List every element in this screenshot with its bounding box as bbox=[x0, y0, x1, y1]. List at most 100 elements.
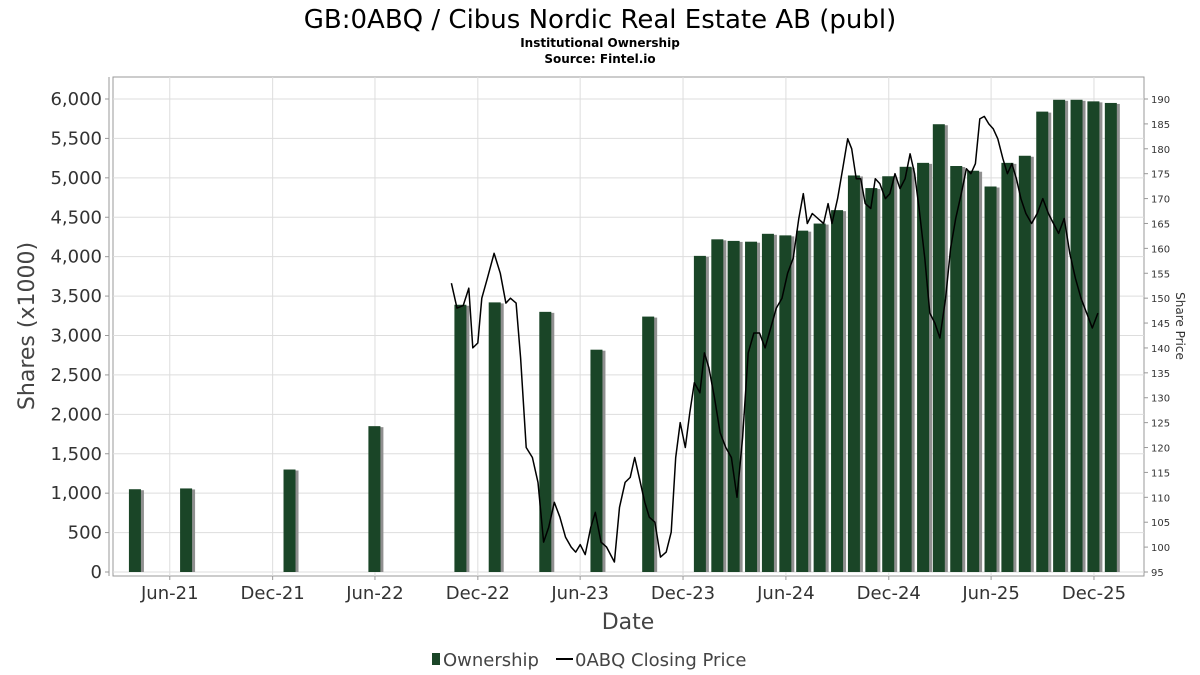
x-tick-label: Dec-24 bbox=[857, 583, 921, 604]
bar bbox=[1001, 162, 1017, 573]
y2-axis-label: Share Price bbox=[1173, 292, 1187, 360]
bar-fill bbox=[761, 233, 774, 572]
y2-tick-label: 140 bbox=[1151, 344, 1170, 355]
y2-tick-label: 180 bbox=[1151, 145, 1170, 156]
bar bbox=[761, 233, 777, 572]
y2-tick-label: 160 bbox=[1151, 244, 1170, 255]
y2-tick-label: 135 bbox=[1151, 369, 1170, 380]
bar bbox=[128, 489, 144, 572]
x-axis: Jun-21 Dec-21 Jun-22 Dec-22 Jun-23 Dec-23 Jun-… bbox=[140, 576, 1126, 604]
bar bbox=[488, 302, 504, 572]
bar-fill bbox=[967, 170, 980, 572]
bar bbox=[899, 166, 915, 572]
y-tick-label: 0 bbox=[91, 562, 102, 583]
y2-tick-label: 110 bbox=[1151, 493, 1170, 504]
x-tick-label: Jun-24 bbox=[756, 583, 815, 604]
bar-fill bbox=[128, 489, 141, 572]
bar-fill bbox=[1104, 102, 1117, 573]
bar-fill bbox=[779, 235, 792, 573]
x-axis-label: Date bbox=[602, 610, 655, 635]
bar-fill bbox=[693, 255, 706, 572]
bar bbox=[1036, 111, 1052, 572]
x-tick-label: Dec-21 bbox=[241, 583, 305, 604]
y2-tick-label: 105 bbox=[1151, 518, 1170, 529]
price-line-path bbox=[450, 115, 1099, 563]
y-tick-label: 6,000 bbox=[50, 89, 102, 110]
bar-fill bbox=[539, 311, 552, 572]
bar-fill bbox=[180, 488, 193, 572]
x-tick-label: Jun-22 bbox=[345, 583, 404, 604]
y2-tick-label: 190 bbox=[1151, 95, 1170, 106]
bar bbox=[727, 240, 743, 572]
bar-fill bbox=[1018, 155, 1031, 572]
bar bbox=[1087, 101, 1103, 573]
y2-tick-label: 185 bbox=[1151, 120, 1170, 131]
y-tick-label: 5,500 bbox=[50, 128, 102, 149]
bar bbox=[283, 469, 299, 572]
bar bbox=[590, 349, 606, 572]
bar bbox=[1070, 99, 1086, 572]
legend-price-label: 0ABQ Closing Price bbox=[575, 650, 746, 671]
bar bbox=[745, 241, 761, 572]
x-tick-label: Jun-21 bbox=[140, 583, 199, 604]
bar bbox=[368, 426, 384, 572]
bar-fill bbox=[882, 176, 895, 573]
bar-fill bbox=[711, 239, 724, 572]
bar-fill bbox=[283, 469, 296, 572]
y2-tick-label: 115 bbox=[1151, 468, 1170, 479]
y-tick-label: 3,000 bbox=[50, 326, 102, 347]
bar bbox=[950, 166, 966, 572]
y-tick-label: 4,000 bbox=[50, 247, 102, 268]
bar-fill bbox=[813, 223, 826, 572]
bar bbox=[711, 239, 727, 572]
bar-fill bbox=[865, 188, 878, 572]
bar-fill bbox=[1053, 99, 1066, 572]
x-tick-label: Jun-25 bbox=[961, 583, 1020, 604]
bar-fill bbox=[984, 186, 997, 572]
legend-ownership-swatch bbox=[432, 653, 440, 665]
bar-fill bbox=[454, 304, 467, 572]
bar bbox=[642, 316, 658, 572]
bar-fill bbox=[642, 316, 655, 572]
y2-tick-label: 120 bbox=[1151, 444, 1170, 455]
y-tick-label: 4,500 bbox=[50, 207, 102, 228]
y2-tick-label: 125 bbox=[1151, 419, 1170, 430]
y2-tick-label: 165 bbox=[1151, 219, 1170, 230]
bar bbox=[1018, 155, 1034, 572]
bar-fill bbox=[1001, 162, 1014, 573]
bar bbox=[865, 188, 881, 572]
y2-tick-label: 95 bbox=[1151, 568, 1164, 579]
y-tick-label: 500 bbox=[68, 523, 102, 544]
y2-tick-label: 170 bbox=[1151, 195, 1170, 206]
bar bbox=[539, 311, 555, 572]
bar bbox=[847, 175, 863, 573]
bar-fill bbox=[1070, 99, 1083, 572]
y2-tick-label: 100 bbox=[1151, 543, 1170, 554]
bar bbox=[831, 210, 847, 572]
bar-fill bbox=[831, 210, 844, 572]
bar bbox=[1053, 99, 1069, 572]
x-tick-label: Dec-22 bbox=[446, 583, 510, 604]
bar-fill bbox=[950, 166, 963, 572]
bar-fill bbox=[745, 241, 758, 572]
bar bbox=[779, 235, 795, 573]
bar-fill bbox=[727, 240, 740, 572]
chart-source: Source: Fintel.io bbox=[544, 52, 655, 66]
y2-axis: 95 100 105 110 115 120 125 130 135 140 145 150 155 16… bbox=[1144, 95, 1170, 579]
y-tick-label: 1,000 bbox=[50, 483, 102, 504]
y-axis-label: Shares (x1000) bbox=[15, 242, 40, 410]
y-tick-label: 1,500 bbox=[50, 444, 102, 465]
chart-title: GB:0ABQ / Cibus Nordic Real Estate AB (p… bbox=[304, 5, 896, 35]
x-tick-label: Dec-25 bbox=[1062, 583, 1126, 604]
bar bbox=[932, 124, 948, 572]
y-tick-label: 2,500 bbox=[50, 365, 102, 386]
bar bbox=[180, 488, 196, 572]
bar bbox=[454, 304, 470, 572]
y2-tick-label: 130 bbox=[1151, 394, 1170, 405]
chart-subtitle: Institutional Ownership bbox=[520, 36, 680, 50]
legend: Ownership 0ABQ Closing Price bbox=[432, 650, 746, 671]
bar-fill bbox=[796, 230, 809, 572]
y2-tick-label: 155 bbox=[1151, 269, 1170, 280]
y-axis: 0 500 1,000 1,500 2,000 2,500 3,000 3,500 4,000 4… bbox=[50, 77, 110, 583]
bar bbox=[967, 170, 983, 572]
